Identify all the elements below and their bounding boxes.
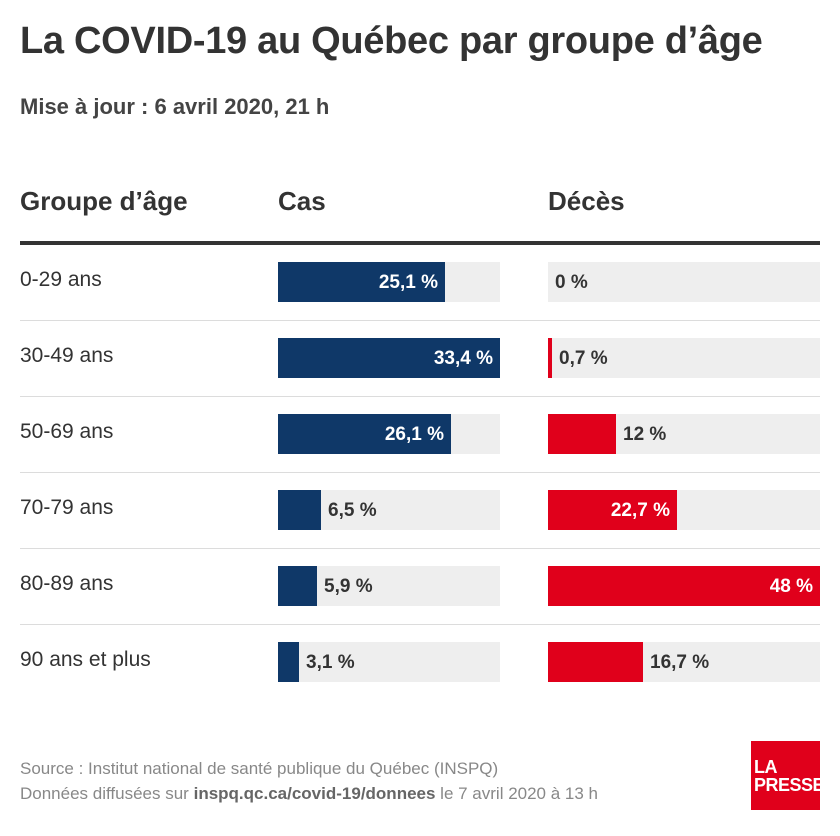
chart-subtitle: Mise à jour : 6 avril 2020, 21 h bbox=[20, 94, 330, 119]
row-divider bbox=[20, 548, 820, 549]
age-group-label: 70-79 ans bbox=[20, 496, 114, 519]
chart-title: La COVID-19 au Québec par groupe d’âge bbox=[20, 20, 763, 62]
cases-bar bbox=[278, 566, 317, 606]
deaths-track: 0,7 % bbox=[548, 338, 820, 378]
chart-rows: 0-29 ans 25,1 % 0 % 30-49 ans 33,4 % 0,7 % 50-… bbox=[0, 245, 840, 701]
footer: Source : Institut national de santé publ… bbox=[20, 756, 598, 806]
deaths-bar bbox=[548, 490, 677, 530]
deaths-track: 16,7 % bbox=[548, 642, 820, 682]
age-group-label: 90 ans et plus bbox=[20, 648, 151, 671]
cases-bar bbox=[278, 338, 500, 378]
cases-track: 6,5 % bbox=[278, 490, 500, 530]
cases-track: 3,1 % bbox=[278, 642, 500, 682]
age-group-label: 80-89 ans bbox=[20, 572, 114, 595]
data-note: Données diffusées sur inspq.qc.ca/covid-… bbox=[20, 781, 598, 806]
data-note-suffix: le 7 avril 2020 à 13 h bbox=[440, 784, 599, 803]
data-note-prefix: Données diffusées sur bbox=[20, 784, 189, 803]
deaths-bar bbox=[548, 338, 552, 378]
deaths-value-label: 12 % bbox=[623, 424, 667, 445]
table-row: 0-29 ans 25,1 % 0 % bbox=[0, 245, 840, 321]
cases-bar bbox=[278, 490, 321, 530]
deaths-value-label: 16,7 % bbox=[650, 652, 710, 673]
table-row: 70-79 ans 6,5 % 22,7 % bbox=[0, 473, 840, 549]
deaths-track: 12 % bbox=[548, 414, 820, 454]
deaths-track: 0 % bbox=[548, 262, 820, 302]
deaths-track: 48 % bbox=[548, 566, 820, 606]
header-divider bbox=[20, 241, 820, 245]
age-group-label: 50-69 ans bbox=[20, 420, 114, 443]
deaths-bar bbox=[548, 566, 820, 606]
cases-bar bbox=[278, 642, 299, 682]
cases-track: 25,1 % bbox=[278, 262, 500, 302]
cases-value-label: 25,1 % bbox=[378, 272, 438, 293]
table-row: 50-69 ans 26,1 % 12 % bbox=[0, 397, 840, 473]
header-cases: Cas bbox=[278, 186, 326, 216]
row-divider bbox=[20, 396, 820, 397]
deaths-value-label: 22,7 % bbox=[610, 500, 670, 521]
cases-bar bbox=[278, 262, 445, 302]
deaths-value-label: 0,7 % bbox=[559, 348, 608, 369]
deaths-value-label: 0 % bbox=[555, 272, 588, 293]
row-divider bbox=[20, 624, 820, 625]
cases-value-label: 26,1 % bbox=[384, 424, 444, 445]
table-row: 80-89 ans 5,9 % 48 % bbox=[0, 549, 840, 625]
age-group-label: 30-49 ans bbox=[20, 344, 114, 367]
row-divider bbox=[20, 320, 820, 321]
row-divider bbox=[20, 472, 820, 473]
deaths-bar bbox=[548, 642, 643, 682]
la-presse-logo: LA PRESSE bbox=[751, 741, 825, 810]
cases-value-label: 6,5 % bbox=[328, 500, 377, 521]
cases-track: 33,4 % bbox=[278, 338, 500, 378]
data-link[interactable]: inspq.qc.ca/covid-19/donnees bbox=[193, 784, 436, 803]
header-age-group: Groupe d’âge bbox=[20, 186, 188, 216]
cases-value-label: 5,9 % bbox=[324, 576, 373, 597]
header-deaths: Décès bbox=[548, 186, 625, 216]
logo-line-1: LA bbox=[754, 756, 778, 777]
cases-track: 26,1 % bbox=[278, 414, 500, 454]
deaths-track: 22,7 % bbox=[548, 490, 820, 530]
cases-value-label: 3,1 % bbox=[306, 652, 355, 673]
cases-value-label: 33,4 % bbox=[433, 348, 493, 369]
cases-bar bbox=[278, 414, 451, 454]
deaths-bar bbox=[548, 414, 616, 454]
age-group-label: 0-29 ans bbox=[20, 268, 102, 291]
table-row: 90 ans et plus 3,1 % 16,7 % bbox=[0, 625, 840, 701]
deaths-value-label: 48 % bbox=[769, 576, 813, 597]
table-row: 30-49 ans 33,4 % 0,7 % bbox=[0, 321, 840, 397]
logo-line-2: PRESSE bbox=[754, 774, 825, 795]
cases-track: 5,9 % bbox=[278, 566, 500, 606]
source-note: Source : Institut national de santé publ… bbox=[20, 759, 499, 778]
